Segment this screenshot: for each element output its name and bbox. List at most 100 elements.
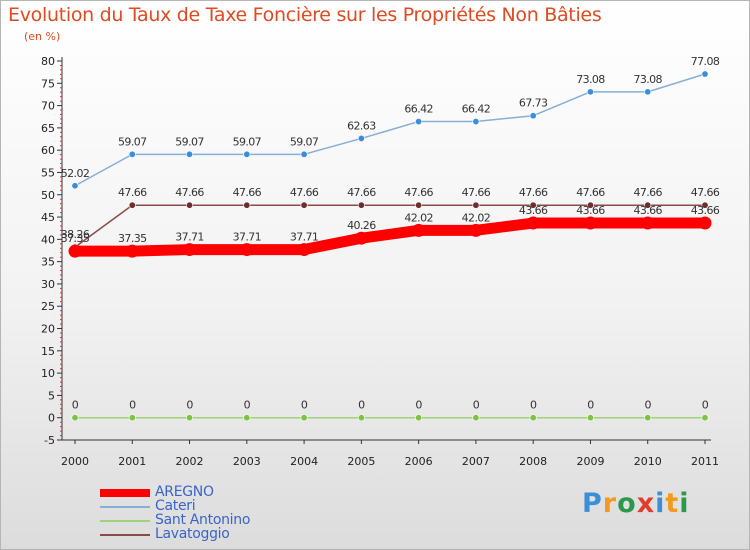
data-label-lavatoggio: 47.66 — [404, 186, 433, 199]
data-label-aregno: 37.71 — [290, 231, 319, 244]
data-label-cateri: 62.63 — [347, 119, 376, 132]
point-lavatoggio — [243, 201, 251, 209]
y-tick-label: 20 — [41, 323, 55, 336]
point-sant-antonino — [243, 414, 251, 422]
point-aregno — [641, 216, 655, 230]
data-label-aregno: 43.66 — [519, 204, 548, 217]
data-label-cateri: 59.07 — [175, 135, 204, 148]
y-tick-label: 40 — [41, 233, 55, 246]
point-cateri — [472, 118, 480, 126]
data-label-sant-antonino: 0 — [645, 399, 652, 412]
data-label-aregno: 42.02 — [404, 211, 433, 224]
point-lavatoggio — [644, 201, 652, 209]
data-label-sant-antonino: 0 — [244, 399, 251, 412]
y-tick-label: -5 — [44, 434, 55, 447]
point-cateri — [644, 88, 652, 96]
legend-swatch-lavatoggio — [100, 534, 150, 536]
data-label-sant-antonino: 0 — [129, 399, 136, 412]
x-tick-label: 2005 — [347, 455, 375, 468]
point-lavatoggio — [128, 201, 136, 209]
point-lavatoggio — [472, 201, 480, 209]
x-tick-label: 2011 — [691, 455, 719, 468]
legend-label-aregno: AREGNO — [155, 484, 214, 500]
series-line-aregno — [69, 217, 711, 257]
data-label-aregno: 37.71 — [175, 231, 204, 244]
point-aregno — [583, 216, 597, 230]
y-tick-label: 10 — [41, 367, 55, 380]
legend-label-sant-antonino: Sant Antonino — [155, 512, 251, 528]
logo-letter: o — [617, 488, 637, 519]
series-line-lavatoggio — [74, 204, 706, 248]
data-label-sant-antonino: 0 — [358, 399, 365, 412]
data-label-sant-antonino: 0 — [473, 399, 480, 412]
point-cateri — [586, 88, 594, 96]
data-label-cateri: 77.08 — [691, 55, 720, 68]
point-sant-antonino — [357, 414, 365, 422]
point-aregno — [469, 223, 483, 237]
data-label-cateri: 59.07 — [118, 135, 147, 148]
point-aregno — [698, 216, 712, 230]
x-tick-label: 2001 — [118, 455, 146, 468]
data-label-lavatoggio: 47.66 — [290, 186, 319, 199]
x-tick-label: 2000 — [61, 455, 89, 468]
data-label-aregno: 43.66 — [576, 204, 605, 217]
point-lavatoggio — [186, 201, 194, 209]
point-lavatoggio — [300, 201, 308, 209]
proxiti-logo: Proxiti — [582, 488, 690, 519]
x-tick-label: 2006 — [405, 455, 433, 468]
legend-swatch-cateri — [100, 506, 150, 508]
data-label-lavatoggio: 47.66 — [462, 186, 491, 199]
point-aregno — [354, 231, 368, 245]
logo-letter: x — [636, 488, 656, 519]
data-label-lavatoggio: 47.66 — [118, 186, 147, 199]
y-tick-label: 25 — [41, 300, 55, 313]
data-label-cateri: 67.73 — [519, 97, 548, 110]
point-sant-antonino — [415, 414, 423, 422]
x-tick-label: 2008 — [519, 455, 547, 468]
chart-subtitle: (en %) — [24, 30, 61, 43]
point-sant-antonino — [701, 414, 709, 422]
point-cateri — [300, 150, 308, 158]
y-tick-label: 5 — [48, 389, 55, 402]
legend-swatch-sant-antonino — [100, 520, 150, 522]
point-sant-antonino — [128, 414, 136, 422]
data-label-sant-antonino: 0 — [702, 399, 709, 412]
point-aregno — [125, 244, 139, 258]
y-tick-label: 75 — [41, 77, 55, 90]
y-tick-label: 35 — [41, 256, 55, 269]
data-label-aregno: 37.35 — [118, 232, 147, 245]
data-label-lavatoggio: 47.66 — [576, 186, 605, 199]
x-tick-label: 2007 — [462, 455, 490, 468]
y-tick-label: 55 — [41, 166, 55, 179]
data-label-cateri: 59.07 — [290, 135, 319, 148]
point-aregno — [412, 223, 426, 237]
data-label-aregno: 43.66 — [691, 204, 720, 217]
data-label-aregno: 37.35 — [61, 232, 90, 245]
legend-label-cateri: Cateri — [155, 498, 196, 514]
series-line-cateri — [74, 73, 706, 187]
data-label-lavatoggio: 47.66 — [519, 186, 548, 199]
point-aregno — [240, 243, 254, 257]
data-label-sant-antonino: 0 — [186, 399, 193, 412]
data-label-lavatoggio: 47.66 — [691, 186, 720, 199]
y-tick-label: 30 — [41, 278, 55, 291]
point-cateri — [128, 150, 136, 158]
legend-swatch-aregno — [100, 489, 150, 497]
logo-letter: P — [582, 488, 603, 519]
point-cateri — [186, 150, 194, 158]
point-cateri — [529, 112, 537, 120]
data-label-cateri: 73.08 — [633, 73, 662, 86]
y-tick-label: 80 — [41, 55, 55, 68]
x-tick-label: 2004 — [290, 455, 318, 468]
logo-letter: i — [679, 488, 690, 519]
x-tick-label: 2002 — [176, 455, 204, 468]
point-cateri — [357, 134, 365, 142]
data-label-lavatoggio: 47.66 — [233, 186, 262, 199]
data-label-sant-antonino: 0 — [415, 399, 422, 412]
data-label-sant-antonino: 0 — [301, 399, 308, 412]
point-lavatoggio — [357, 201, 365, 209]
data-label-cateri: 66.42 — [404, 103, 433, 116]
point-sant-antonino — [472, 414, 480, 422]
point-sant-antonino — [529, 414, 537, 422]
